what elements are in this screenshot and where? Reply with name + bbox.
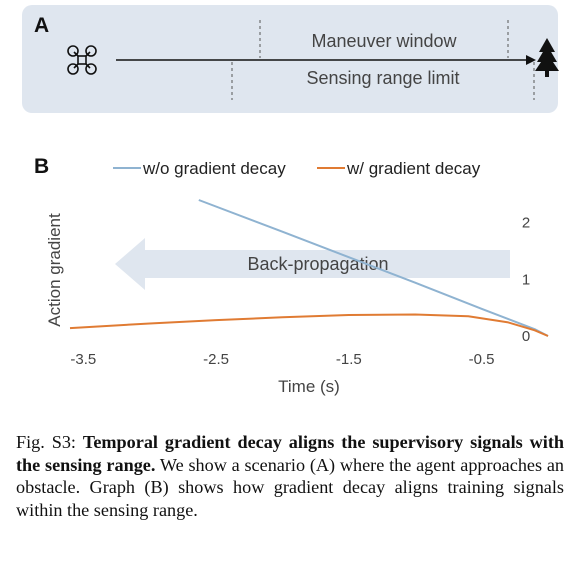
chart-legend: w/o gradient decay w/ gradient decay [113, 159, 481, 178]
figure-caption: Fig. S3: Temporal gradient decay aligns … [16, 431, 564, 521]
plot-series-group [69, 199, 549, 337]
caption-title: Temporal gradient decay aligns the super… [16, 432, 564, 475]
x-tick-label: -0.5 [469, 351, 495, 368]
x-tick-label: -3.5 [70, 351, 96, 368]
trajectory-arrowhead [526, 55, 536, 65]
y-tick-label: 2 [522, 215, 530, 232]
caption-body: We show a scenario (A) where the agent a… [16, 454, 565, 520]
x-tick-labels: -3.5 -2.5 -1.5 -0.5 [70, 351, 494, 368]
y-tick-label: 1 [522, 271, 530, 288]
tree-icon [535, 38, 559, 77]
x-tick-label: -1.5 [336, 351, 362, 368]
series-line-with-decay [69, 313, 549, 337]
panel-b-label: B [34, 155, 49, 178]
maneuver-window-label: Maneuver window [311, 31, 457, 51]
y-tick-labels: 0 1 2 [522, 215, 530, 345]
backpropagation-arrow: Back-propagation [115, 238, 510, 290]
series-line-without-decay [198, 199, 549, 337]
drone-icon [67, 45, 97, 75]
legend-label-with-decay: w/ gradient decay [346, 159, 481, 178]
panel-a-background [22, 5, 558, 113]
sensing-range-label: Sensing range limit [306, 68, 459, 88]
legend-label-without-decay: w/o gradient decay [142, 159, 286, 178]
panel-a-label: A [34, 14, 50, 37]
y-axis-label: Action gradient [45, 213, 64, 327]
x-tick-label: -2.5 [203, 351, 229, 368]
x-axis-label: Time (s) [278, 377, 340, 396]
y-tick-label: 0 [522, 328, 530, 345]
caption-lead: Fig. S3: [16, 432, 83, 452]
